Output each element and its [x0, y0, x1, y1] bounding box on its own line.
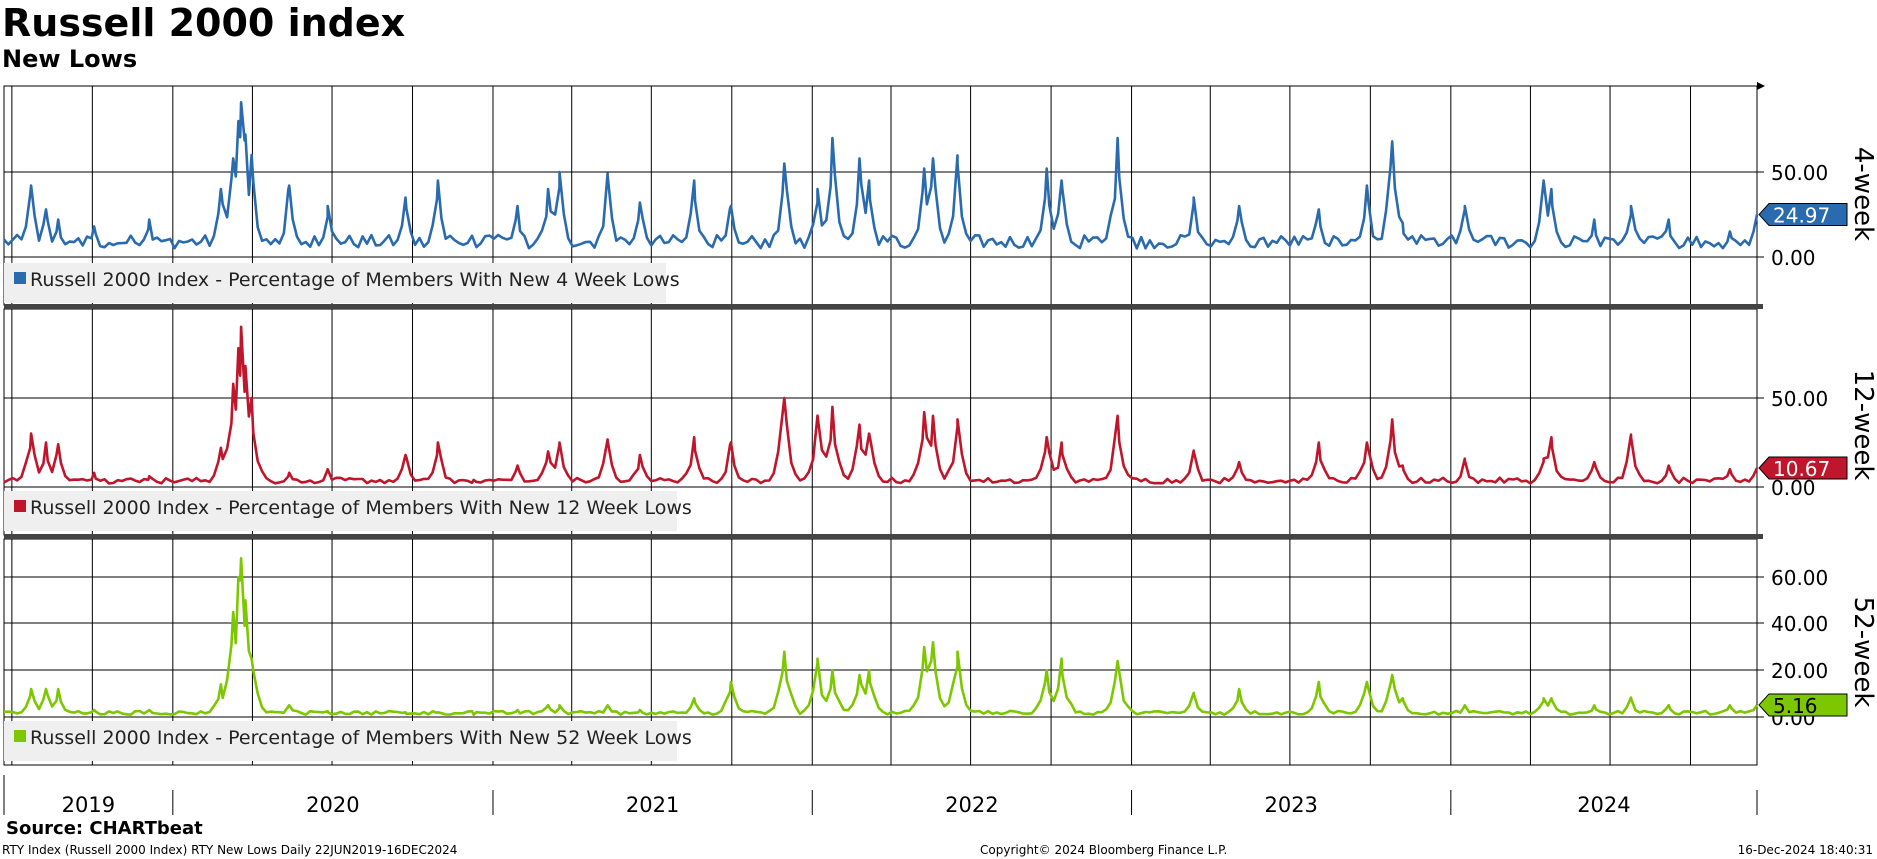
legend-label: Russell 2000 Index - Percentage of Membe…: [30, 727, 692, 749]
footer-series-description: RTY Index (Russell 2000 Index) RTY New L…: [2, 843, 458, 857]
y-tick-label: 0.00: [1771, 246, 1816, 270]
y-tick-label: 50.00: [1771, 161, 1828, 185]
footer-timestamp: 16-Dec-2024 18:40:31: [1737, 843, 1873, 857]
x-axis-year-label: 2021: [626, 793, 679, 817]
panel-separator: [4, 304, 1763, 309]
y-tick-label: 40.00: [1771, 612, 1828, 636]
axis-arrow: [1757, 82, 1765, 90]
panel-label: 4-week: [1848, 147, 1877, 241]
last-value-label: 5.16: [1773, 694, 1818, 718]
legend-box: [4, 491, 677, 531]
last-value-label: 10.67: [1773, 457, 1830, 481]
x-axis-year-label: 2023: [1264, 793, 1317, 817]
last-value-tag: [1758, 693, 1848, 717]
panel-separator: [4, 534, 1763, 539]
source-note: Source: CHARTbeat: [6, 818, 203, 839]
legend-swatch: [14, 500, 26, 512]
legend-box: [4, 721, 677, 761]
y-tick-label: 60.00: [1771, 566, 1828, 590]
legend-label: Russell 2000 Index - Percentage of Membe…: [30, 269, 680, 291]
panel-label: 12-week: [1848, 370, 1877, 481]
legend-label: Russell 2000 Index - Percentage of Membe…: [30, 497, 692, 519]
last-value-label: 24.97: [1773, 204, 1830, 228]
chart-title: Russell 2000 index: [2, 1, 406, 45]
legend-box: [4, 263, 666, 303]
panel-label: 52-week: [1848, 597, 1877, 708]
series-line: [4, 557, 1759, 716]
x-axis-year-label: 2019: [62, 793, 115, 817]
last-value-tag: [1758, 203, 1848, 227]
x-axis-year-label: 2024: [1577, 793, 1630, 817]
footer-copyright: Copyright© 2024 Bloomberg Finance L.P.: [980, 843, 1228, 857]
y-tick-label: 50.00: [1771, 387, 1828, 411]
x-axis-year-label: 2020: [306, 793, 359, 817]
chart-subtitle: New Lows: [2, 45, 138, 73]
series-line: [3, 325, 1759, 485]
legend-swatch: [14, 272, 26, 284]
y-tick-label: 20.00: [1771, 659, 1828, 683]
series-line: [3, 101, 1759, 250]
x-axis-year-label: 2022: [945, 793, 998, 817]
legend-swatch: [14, 730, 26, 742]
y-tick-label: 0.00: [1771, 476, 1816, 500]
last-value-tag: [1758, 456, 1848, 480]
